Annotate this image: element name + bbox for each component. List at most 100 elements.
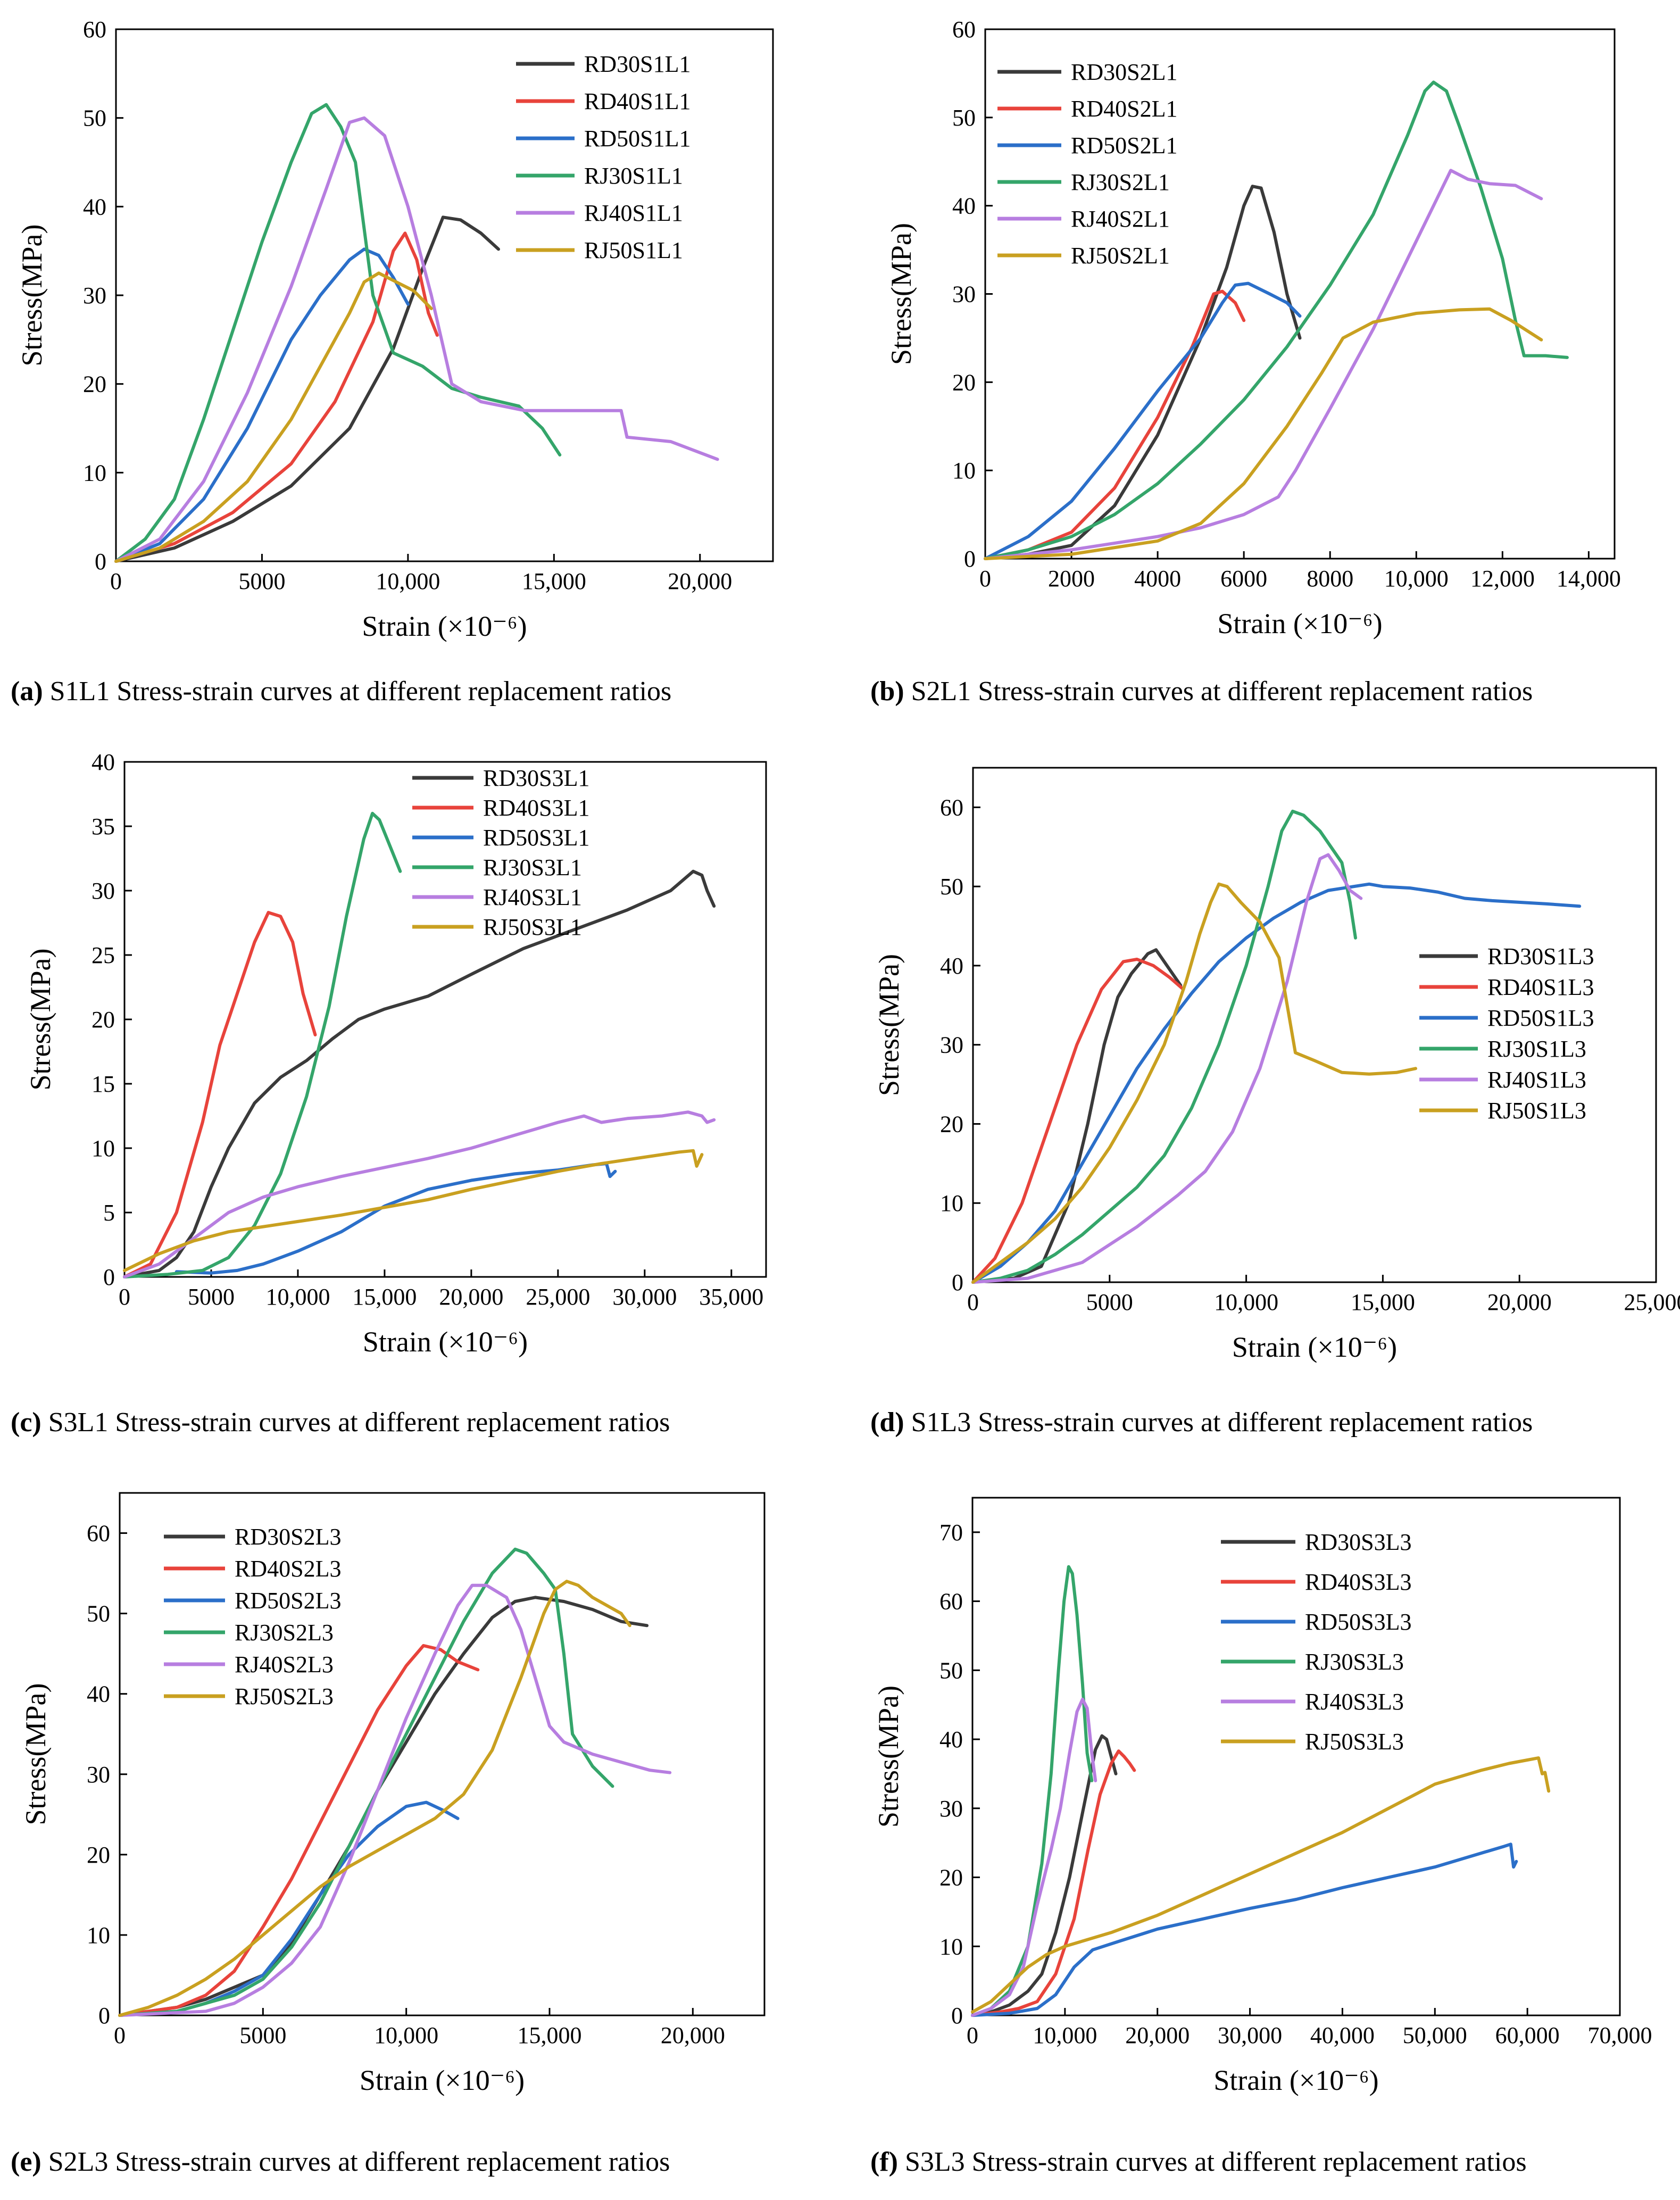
x-tick-label: 60,000: [1495, 2022, 1560, 2048]
legend-label: RJ50S3L1: [483, 914, 582, 940]
x-tick-label: 2000: [1048, 566, 1095, 592]
y-tick-label: 30: [87, 1762, 110, 1788]
caption-label: (f): [870, 2147, 898, 2177]
series-line-rj30s2l3: [118, 1547, 614, 2017]
series-line-rj40s3l3: [971, 1697, 1097, 2017]
caption-label: (b): [870, 676, 904, 707]
x-tick-label: 10,000: [1384, 566, 1449, 592]
panel-f: 0 10,000 20,000 30,000 40,000 50,000 60,000 70,…: [870, 1497, 1652, 2177]
legend-label: RJ40S1L1: [584, 200, 683, 226]
y-tick-label: 5: [103, 1200, 115, 1226]
x-tick-label: 10,000: [265, 1284, 330, 1310]
y-tick-label: 15: [92, 1071, 115, 1097]
series-line-rj40s2l1: [984, 169, 1543, 560]
panel-caption: (f) S3L3 Stress-strain curves at differe…: [870, 2147, 1527, 2177]
series-line-rj30s1l1: [114, 103, 562, 563]
caption-text: S3L1 Stress-strain curves at different r…: [41, 1407, 670, 1438]
x-tick-label: 10,000: [1214, 1289, 1278, 1315]
y-tick-label: 60: [940, 794, 963, 820]
series-line-rd50s3l3: [971, 1842, 1518, 2017]
legend-label: RJ30S1L1: [584, 163, 683, 189]
y-tick-label: 35: [92, 813, 115, 840]
y-axis-title: Stress(MPa): [885, 223, 917, 365]
caption-text: S1L1 Stress-strain curves at different r…: [43, 676, 672, 707]
x-tick-label: 5000: [238, 568, 285, 594]
x-tick-label: 5000: [188, 1284, 235, 1310]
y-tick-label: 10: [83, 460, 106, 486]
y-tick-label: 60: [939, 1589, 963, 1615]
x-tick-label: 0: [119, 1284, 130, 1310]
series-line-rj50s1l1: [114, 271, 433, 563]
x-tick-label: 25,000: [526, 1284, 590, 1310]
y-tick-label: 70: [939, 1520, 963, 1546]
legend-label: RD40S1L1: [584, 88, 691, 114]
legend-label: RD30S3L3: [1305, 1529, 1411, 1555]
y-tick-label: 30: [940, 1032, 963, 1058]
x-tick-label: 20,000: [661, 2022, 725, 2048]
y-tick-label: 0: [964, 546, 976, 572]
y-tick-label: 0: [98, 2003, 110, 2029]
series-line-rd30s3l3: [971, 1734, 1118, 2017]
x-tick-label: 10,000: [1033, 2022, 1097, 2048]
series-line-rj50s2l1: [984, 307, 1543, 560]
series-line-rd50s3l1: [174, 1162, 617, 1275]
series-line-rd50s2l1: [984, 281, 1302, 560]
x-tick-label: 8000: [1307, 566, 1353, 592]
legend: RD30S3L1 RD40S3L1 RD50S3L1 RJ30S3L1 RJ40S3L1…: [412, 765, 589, 940]
y-tick-label: 40: [939, 1726, 963, 1753]
x-tick-label: 15,000: [352, 1284, 417, 1310]
y-tick-label: 20: [940, 1111, 963, 1137]
y-tick-label: 10: [940, 1190, 963, 1216]
series-line-rj40s3l1: [123, 1110, 716, 1279]
y-tick-label: 25: [92, 942, 115, 968]
x-tick-label: 15,000: [518, 2022, 582, 2048]
legend-label: RD40S1L3: [1487, 974, 1594, 1000]
x-tick-label: 30,000: [1218, 2022, 1282, 2048]
legend-label: RD30S2L1: [1071, 59, 1177, 85]
x-tick-label: 25,000: [1624, 1289, 1680, 1315]
legend-label: RJ40S3L1: [483, 884, 582, 910]
series-line-rj30s3l3: [971, 1565, 1094, 2017]
x-axis-title: Strain (×10⁻⁶): [362, 610, 527, 642]
y-tick-label: 10: [952, 458, 976, 484]
legend-label: RJ40S2L1: [1071, 206, 1170, 232]
x-tick-label: 4000: [1134, 566, 1181, 592]
y-tick-label: 50: [952, 105, 976, 131]
x-axis-title: Strain (×10⁻⁶): [363, 1326, 528, 1358]
x-axis-title: Strain (×10⁻⁶): [360, 2064, 525, 2096]
x-tick-label: 20,000: [668, 568, 732, 594]
caption-text: S1L3 Stress-strain curves at different r…: [904, 1407, 1533, 1438]
y-tick-label: 30: [92, 878, 115, 904]
y-tick-label: 40: [83, 194, 106, 220]
series-line-rd30s3l1: [123, 869, 716, 1279]
series-line-rd50s1l3: [971, 882, 1582, 1284]
y-tick-label: 60: [83, 16, 106, 43]
x-tick-label: 0: [979, 566, 991, 592]
y-tick-label: 50: [87, 1601, 110, 1627]
x-tick-label: 20,000: [1487, 1289, 1552, 1315]
caption-label: (c): [11, 1407, 41, 1438]
x-tick-label: 0: [114, 2022, 126, 2048]
series-line-rd40s3l1: [123, 911, 317, 1279]
legend-label: RD50S1L1: [584, 126, 691, 152]
legend-label: RD30S1L3: [1487, 943, 1594, 969]
plot-frame: [972, 767, 1657, 1283]
legend-label: RJ50S2L1: [1071, 243, 1170, 269]
legend: RD30S1L3 RD40S1L3 RD50S1L3 RJ30S1L3 RJ40S1L3…: [1419, 943, 1594, 1124]
x-tick-label: 12,000: [1470, 566, 1535, 592]
series-line-rd50s1l1: [114, 247, 410, 563]
x-tick-label: 6000: [1220, 566, 1267, 592]
legend-label: RD30S1L1: [584, 51, 691, 77]
x-tick-label: 0: [967, 2022, 978, 2048]
x-tick-label: 15,000: [522, 568, 586, 594]
x-tick-label: 20,000: [439, 1284, 503, 1310]
legend: RD30S3L3 RD40S3L3 RD50S3L3 RJ30S3L3 RJ40S3L3…: [1221, 1529, 1411, 1755]
legend-label: RD40S3L3: [1305, 1569, 1411, 1595]
y-axis-title: Stress(MPa): [24, 949, 56, 1091]
x-tick-label: 10,000: [376, 568, 440, 594]
x-axis-title: Strain (×10⁻⁶): [1232, 1331, 1397, 1363]
legend-label: RJ50S3L3: [1305, 1729, 1404, 1755]
caption-label: (e): [11, 2147, 41, 2177]
caption-text: S2L1 Stress-strain curves at different r…: [904, 676, 1533, 707]
